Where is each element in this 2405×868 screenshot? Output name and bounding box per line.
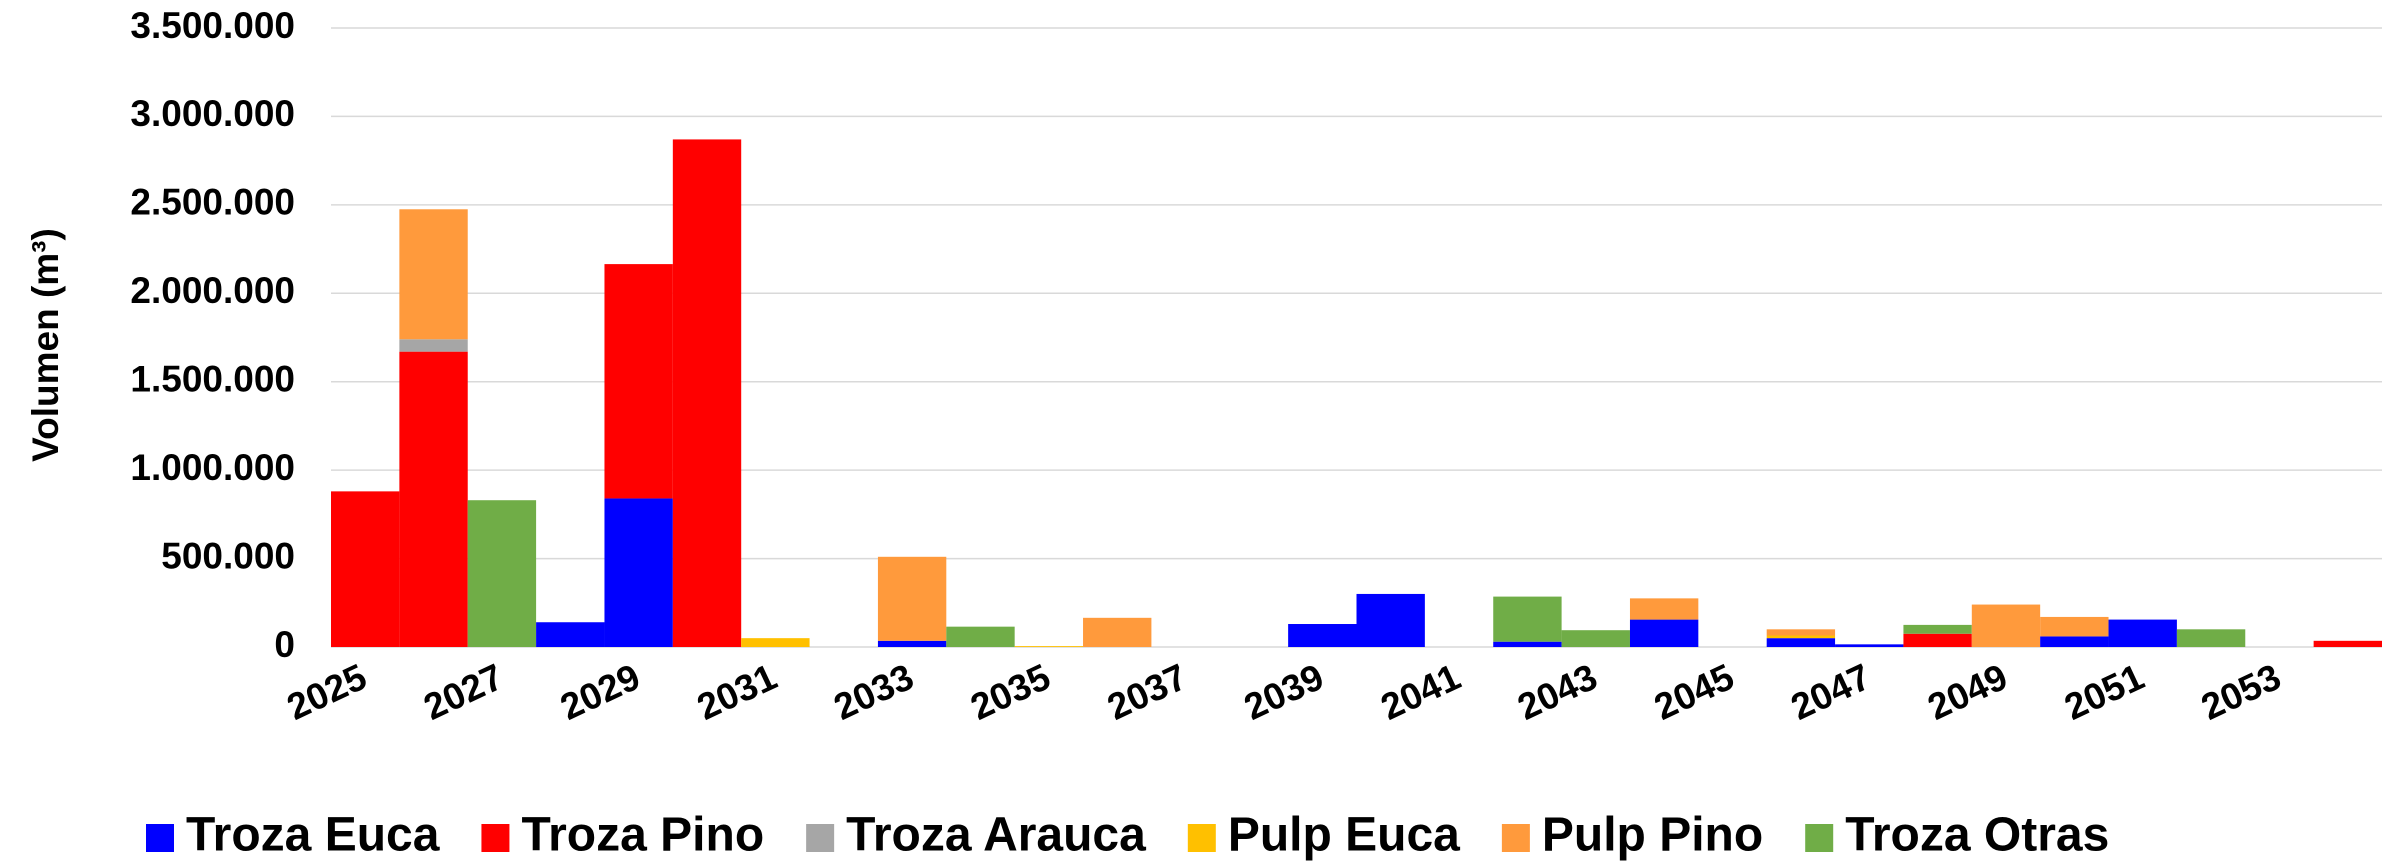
bar-segment (1493, 641, 1562, 647)
y-tick-label: 2.500.000 (130, 182, 295, 223)
x-tick-label: 2045 (1648, 656, 1740, 728)
bar-segment (1629, 619, 1699, 647)
x-tick-label: 2053 (2195, 656, 2287, 728)
bar-segment (877, 640, 947, 647)
bar-segment (2108, 619, 2177, 647)
legend-swatch (146, 824, 174, 852)
bar-segment (2313, 640, 2382, 647)
y-tick-label: 3.500.000 (130, 5, 295, 46)
legend-swatch (1501, 824, 1530, 852)
bar-segment (1903, 633, 1972, 647)
bar-segment (536, 622, 605, 647)
bar-segment (1766, 629, 1836, 636)
legend-swatch (1187, 824, 1216, 852)
legend-swatch (481, 824, 510, 852)
x-tick-label: 2041 (1375, 656, 1467, 728)
bar-segment (399, 209, 468, 340)
bar-segment (946, 626, 1015, 647)
bar-segment (1288, 624, 1357, 647)
bar-segment (604, 264, 673, 499)
bar-segment (1493, 596, 1562, 642)
bar-segment (2040, 636, 2109, 647)
bar-segment (1903, 624, 1972, 634)
x-tick-label: 2039 (1238, 656, 1330, 728)
bar-segment (741, 638, 810, 647)
legend-label: Troza Arauca (846, 809, 1146, 862)
bar-segment (1766, 638, 1836, 647)
bar-segment (1835, 644, 1904, 647)
bar-segment (1766, 635, 1836, 639)
x-tick-label: 2025 (281, 656, 373, 728)
bar-segment (604, 498, 673, 647)
y-tick-label: 1.500.000 (130, 358, 295, 399)
legend-swatch (806, 824, 835, 852)
x-tick-label: 2035 (964, 656, 1056, 728)
y-tick-label: 3.000.000 (130, 93, 295, 134)
y-tick-label: 2.000.000 (130, 270, 295, 311)
x-tick-label: 2033 (828, 656, 920, 728)
legend-label: Troza Pino (521, 809, 764, 862)
x-tick-label: 2049 (1922, 656, 2014, 728)
bar-segment (1083, 617, 1152, 647)
bar-segment (399, 339, 468, 352)
legend-swatch (1805, 824, 1834, 852)
x-tick-label: 2027 (418, 656, 510, 728)
legend-label: Troza Euca (186, 809, 440, 862)
y-tick-label: 0 (274, 624, 295, 665)
x-tick-label: 2047 (1785, 656, 1877, 728)
bar-segment (1014, 646, 1084, 647)
bar-segment (331, 491, 400, 647)
x-tick-label: 2037 (1101, 656, 1193, 728)
legend-label: Pulp Pino (1542, 809, 1763, 862)
bar-segment (1629, 598, 1699, 620)
bar-segment (672, 139, 742, 648)
legend-label: Troza Otras (1845, 809, 2109, 862)
bar-segment (399, 351, 468, 647)
bar-segment (877, 556, 947, 641)
y-axis-label: Volumen (m³) (25, 228, 66, 462)
x-tick-label: 2029 (554, 656, 646, 728)
bar-segment (1971, 604, 2041, 647)
y-tick-label: 1.000.000 (130, 447, 295, 488)
bar-segment (1356, 593, 1425, 647)
bar-segment (1561, 630, 1630, 647)
bar-segment (2040, 616, 2109, 637)
bar-segment (467, 500, 537, 647)
y-tick-label: 500.000 (161, 535, 295, 576)
x-tick-label: 2031 (691, 656, 783, 728)
legend-label: Pulp Euca (1228, 809, 1460, 862)
x-tick-label: 2043 (1511, 656, 1603, 728)
bar-segment (2176, 629, 2246, 647)
x-tick-label: 2051 (2058, 656, 2150, 728)
